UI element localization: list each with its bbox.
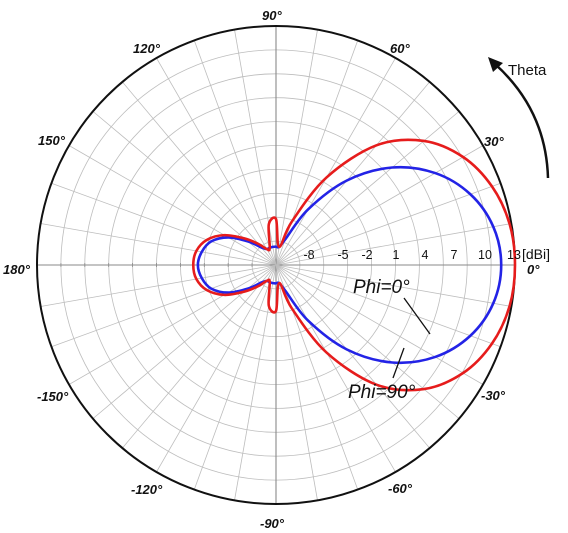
- series-line-phi90: [191, 138, 517, 392]
- series-annotation-phi90: Phi=90°: [348, 382, 416, 403]
- radial-tick-7: 7: [451, 248, 458, 262]
- grid-spoke: [275, 81, 430, 266]
- grid-spoke: [275, 264, 430, 449]
- angle-label-m30: -30°: [481, 388, 506, 403]
- grid-spoke: [275, 264, 396, 473]
- grid-spoke: [156, 57, 277, 266]
- grid-spoke: [156, 264, 277, 473]
- theta-label: Theta: [508, 62, 547, 79]
- grid-spoke: [275, 182, 501, 266]
- radial-tick-10: 10: [478, 248, 492, 262]
- angle-label-120: 120°: [133, 41, 161, 56]
- grid-spoke: [275, 29, 318, 266]
- angle-label-0: 0°: [527, 262, 540, 277]
- radial-tick-m5: -5: [337, 248, 348, 262]
- radial-tick-4: 4: [422, 248, 429, 262]
- grid-spoke: [68, 264, 277, 385]
- label-group: 90° 60° 30° 0° -30° -60° -90° -120° -150…: [3, 8, 550, 531]
- grid-spoke: [275, 111, 460, 266]
- angle-label-m60: -60°: [388, 481, 413, 496]
- radial-tick-13: 13: [507, 248, 521, 262]
- theta-arrow: [494, 63, 550, 179]
- grid-spoke: [275, 264, 512, 307]
- grid-spoke: [275, 264, 318, 501]
- grid-spoke: [275, 145, 484, 266]
- unit-label: [dBi]: [522, 246, 550, 262]
- angle-label-90: 90°: [262, 8, 282, 23]
- grid-spoke: [275, 264, 484, 385]
- grid-spoke: [275, 264, 501, 348]
- angle-label-30: 30°: [484, 134, 504, 149]
- angle-label-60: 60°: [390, 41, 410, 56]
- polar-grid: [36, 25, 516, 505]
- angle-label-m150: -150°: [37, 389, 69, 404]
- grid-spoke: [193, 40, 277, 266]
- radial-tick-m8: -8: [303, 248, 314, 262]
- series-annotation-phi0: Phi=0°: [353, 277, 410, 298]
- radial-tick-m2: -2: [361, 248, 372, 262]
- grid-spoke: [122, 81, 277, 266]
- grid-spoke: [40, 223, 277, 266]
- grid-spoke: [68, 145, 277, 266]
- grid-spoke: [51, 182, 277, 266]
- radial-tick-1: 1: [393, 248, 400, 262]
- series-group: [191, 138, 517, 392]
- theta-arrowhead-icon: [488, 57, 503, 72]
- angle-label-150: 150°: [38, 133, 66, 148]
- grid-spoke: [193, 264, 277, 490]
- annotation-leader-phi90: [392, 347, 405, 379]
- series-line-phi0: [196, 165, 503, 365]
- grid-spoke: [51, 264, 277, 348]
- annotation-leader-phi0: [403, 297, 431, 335]
- grid-spoke: [40, 264, 277, 307]
- grid-spoke: [275, 223, 512, 266]
- angle-label-m120: -120°: [131, 482, 163, 497]
- angle-label-180: 180°: [3, 262, 31, 277]
- angle-label-m90: -90°: [260, 516, 285, 531]
- grid-spoke: [275, 264, 460, 419]
- grid-spoke: [275, 57, 396, 266]
- grid-spoke: [122, 264, 277, 449]
